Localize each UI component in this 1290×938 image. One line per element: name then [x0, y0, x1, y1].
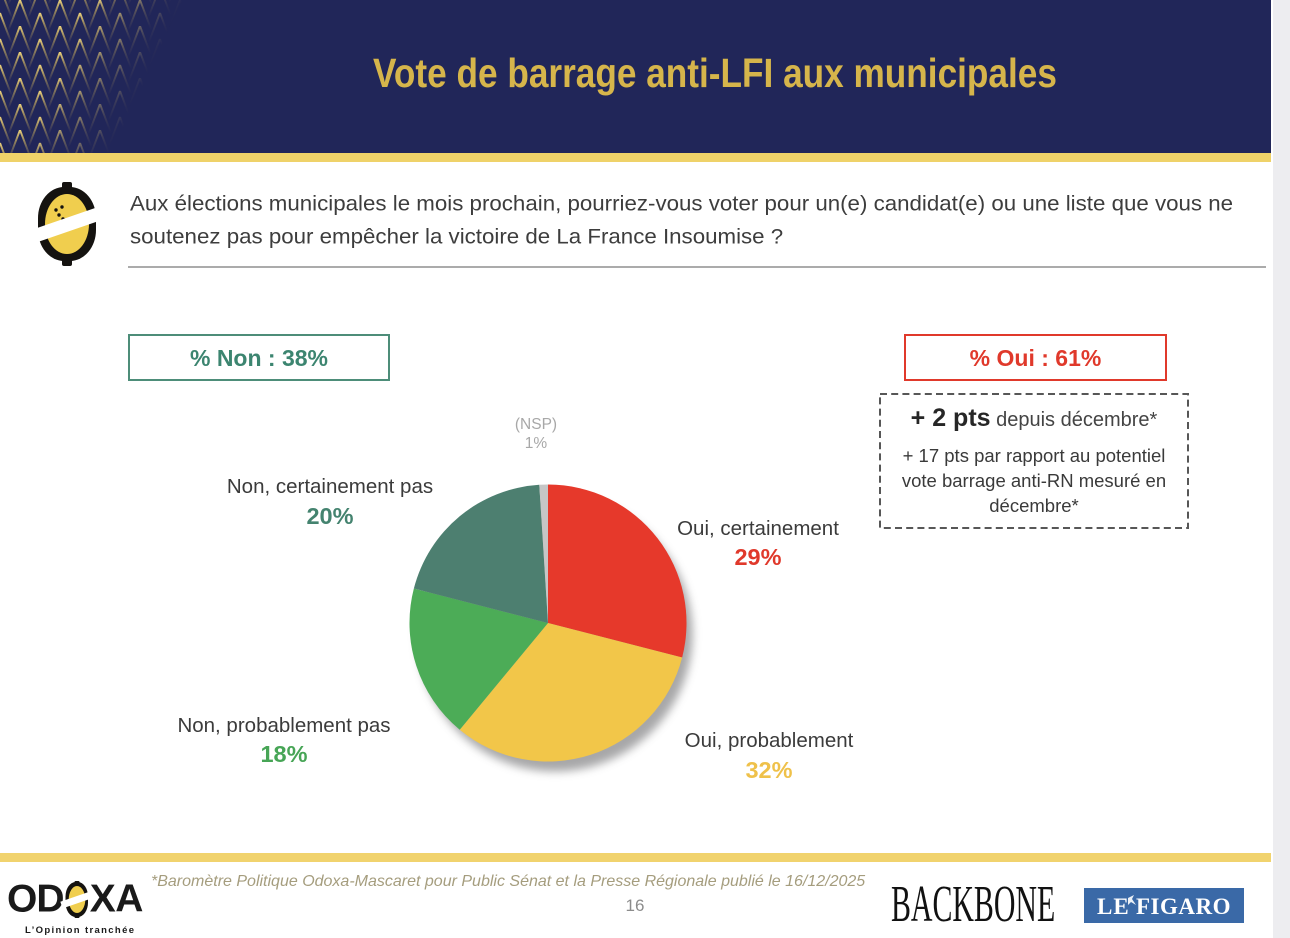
svg-text:OD: OD [7, 881, 64, 921]
svg-text:XA: XA [90, 881, 144, 921]
svg-text:FIGARO: FIGARO [1136, 894, 1231, 919]
svg-text:LE: LE [1097, 894, 1130, 919]
